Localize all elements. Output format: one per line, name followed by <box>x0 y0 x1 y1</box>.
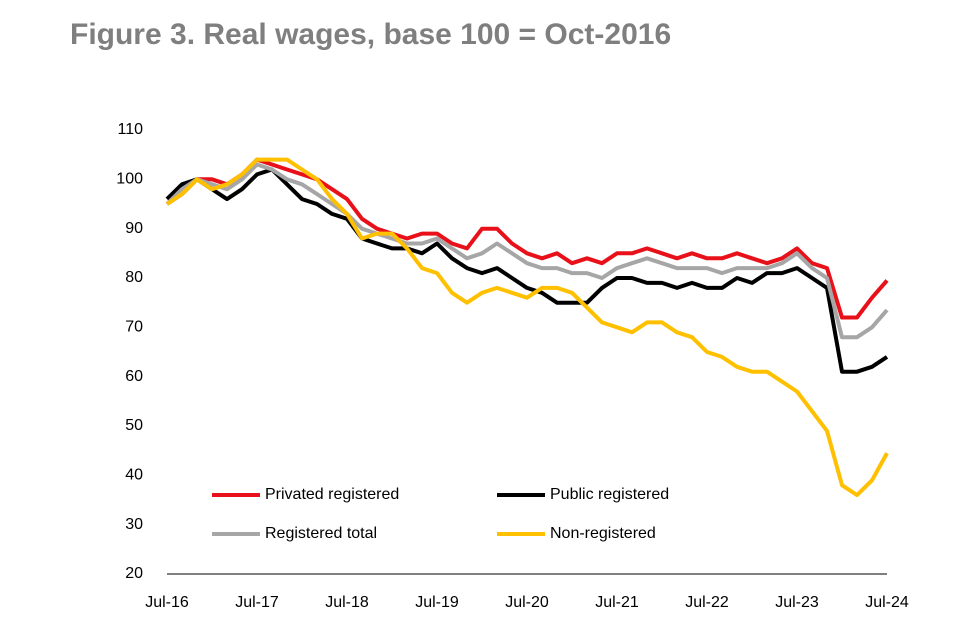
y-tick-label: 100 <box>116 171 143 188</box>
chart-title: Figure 3. Real wages, base 100 = Oct-201… <box>70 18 671 51</box>
y-tick-label: 80 <box>125 269 143 286</box>
y-tick-label: 70 <box>125 319 143 336</box>
series-line <box>165 167 889 374</box>
x-tick-label: Jul-18 <box>325 594 369 611</box>
y-tick-label: 50 <box>125 417 143 434</box>
y-tick-label: 110 <box>117 121 143 138</box>
y-tick-label: 30 <box>125 516 143 533</box>
series-line <box>165 162 889 340</box>
series-line <box>165 157 889 320</box>
series-line <box>165 157 889 498</box>
x-tick-label: Jul-22 <box>685 594 729 611</box>
legend-label: Registered total <box>265 525 377 542</box>
legend-label: Privated registered <box>265 486 399 503</box>
x-tick-label: Jul-21 <box>595 594 639 611</box>
x-tick-label: Jul-24 <box>865 594 909 611</box>
y-tick-label: 40 <box>125 467 143 484</box>
x-tick-label: Jul-17 <box>235 594 279 611</box>
y-tick-label: 60 <box>125 368 143 385</box>
legend-label: Non-registered <box>550 525 656 542</box>
legend-label: Public registered <box>550 486 669 503</box>
x-tick-label: Jul-16 <box>145 594 189 611</box>
x-tick-label: Jul-20 <box>505 594 549 611</box>
y-tick-label: 20 <box>125 565 143 582</box>
x-tick-label: Jul-19 <box>415 594 459 611</box>
x-tick-label: Jul-23 <box>775 594 819 611</box>
y-tick-label: 90 <box>125 220 143 237</box>
